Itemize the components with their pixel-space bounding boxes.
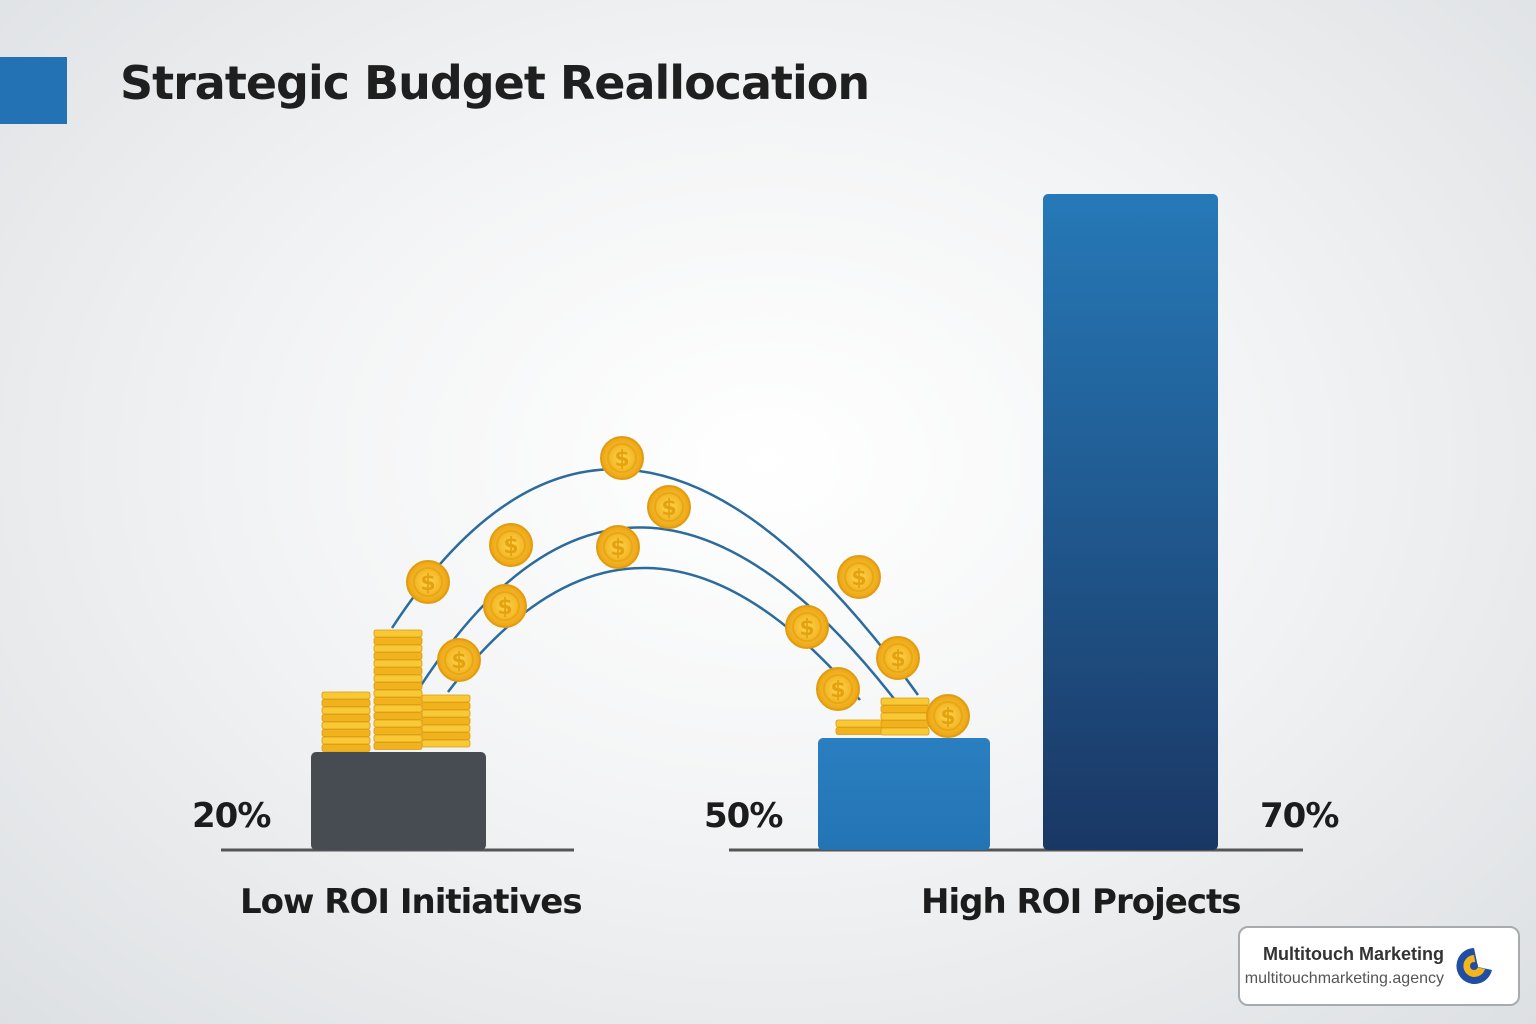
- svg-text:$: $: [661, 496, 676, 521]
- svg-text:$: $: [420, 571, 435, 596]
- bar-0: [311, 752, 486, 850]
- dollar-coin-icon: $: [600, 436, 644, 480]
- dollar-coin-icon: $: [785, 605, 829, 649]
- svg-text:$: $: [497, 595, 512, 620]
- multitouch-logo-icon: [1456, 948, 1492, 984]
- dollar-coin-icon: $: [837, 555, 881, 599]
- coin-stack: [373, 629, 423, 750]
- coin-stack: [321, 691, 371, 752]
- group-label-low-roi: Low ROI Initiatives: [240, 882, 583, 922]
- svg-text:$: $: [799, 616, 814, 641]
- bar-value-label-2: 70%: [1260, 796, 1339, 836]
- dollar-coin-icon: $: [437, 638, 481, 682]
- svg-text:$: $: [503, 534, 518, 559]
- dollar-coin-icon: $: [489, 523, 533, 567]
- brand-url: multitouchmarketing.agency: [1244, 970, 1444, 987]
- dollar-coin-icon: $: [596, 525, 640, 569]
- dollar-coin-icon: $: [816, 667, 860, 711]
- flying-coins: $ $ $ $ $ $ $ $ $ $ $ $: [406, 436, 970, 738]
- brand-name: Multitouch Marketing: [1263, 944, 1444, 964]
- svg-text:$: $: [614, 447, 629, 472]
- dollar-coin-icon: $: [647, 485, 691, 529]
- coin-stacks: [321, 629, 930, 752]
- svg-text:$: $: [451, 649, 466, 674]
- dollar-coin-icon: $: [483, 584, 527, 628]
- svg-text:$: $: [851, 566, 866, 591]
- bar-value-label-0: 20%: [192, 796, 271, 836]
- coin-stack: [835, 719, 885, 735]
- coin-stack: [421, 694, 471, 748]
- page-title: Strategic Budget Reallocation: [120, 56, 870, 110]
- svg-text:$: $: [890, 647, 905, 672]
- group-label-high-roi: High ROI Projects: [921, 882, 1241, 922]
- coin-stack: [880, 697, 930, 736]
- dollar-coin-icon: $: [876, 636, 920, 680]
- branding-badge[interactable]: Multitouch Marketing multitouchmarketing…: [1238, 926, 1520, 1006]
- dollar-coin-icon: $: [406, 560, 450, 604]
- bar-1: [818, 738, 990, 850]
- dollar-coin-icon: $: [926, 694, 970, 738]
- svg-text:$: $: [940, 705, 955, 730]
- bar-2: [1043, 194, 1218, 850]
- bar-value-label-1: 50%: [704, 796, 783, 836]
- title-accent-block: [0, 57, 67, 124]
- svg-text:$: $: [830, 678, 845, 703]
- svg-text:$: $: [610, 536, 625, 561]
